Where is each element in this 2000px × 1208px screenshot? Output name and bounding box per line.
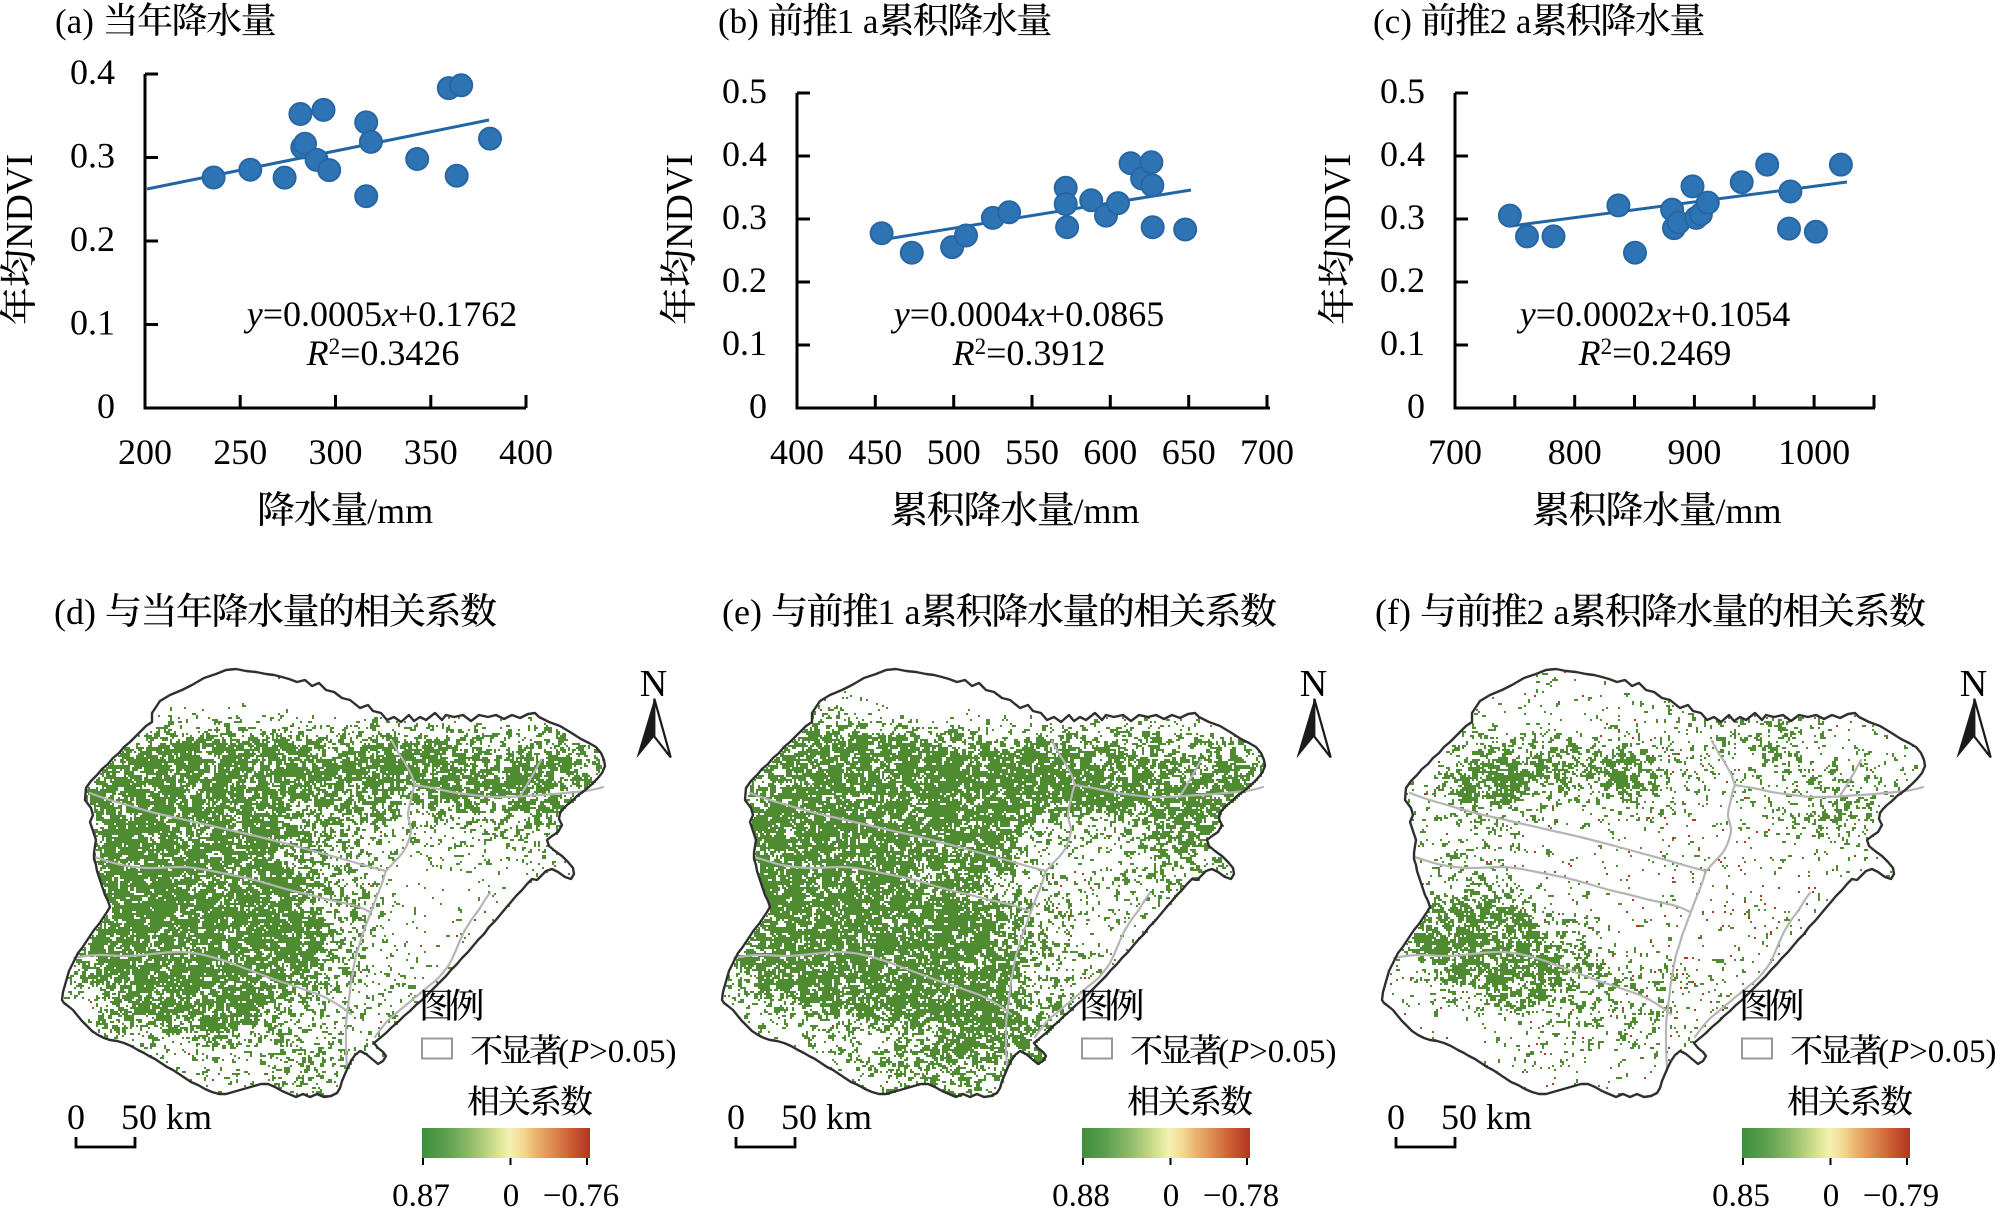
svg-text:50 km: 50 km [121,1097,212,1137]
svg-text:0: 0 [727,1097,745,1137]
svg-text:0: 0 [1387,1097,1405,1137]
svg-text:50 km: 50 km [1441,1097,1532,1137]
svg-text:800: 800 [1548,432,1602,472]
svg-text:0.88: 0.88 [1052,1178,1110,1208]
svg-text:(f): (f) [1375,592,1411,632]
svg-text:0.5: 0.5 [722,71,767,111]
svg-text:0: 0 [503,1178,520,1208]
svg-text:0.87: 0.87 [392,1178,450,1208]
svg-text:NDVI: NDVI [0,154,41,249]
svg-text:(a): (a) [55,2,94,41]
svg-text:0.3: 0.3 [70,136,115,176]
svg-text:550: 550 [1005,432,1059,472]
svg-text:−0.79: −0.79 [1863,1178,1939,1208]
svg-text:0.1: 0.1 [1380,323,1425,363]
svg-text:0: 0 [67,1097,85,1137]
svg-text:600: 600 [1083,432,1137,472]
svg-text:700: 700 [1428,432,1482,472]
svg-text:N: N [640,663,667,705]
svg-text:−0.76: −0.76 [543,1178,619,1208]
svg-text:2 a: 2 a [1490,2,1532,41]
svg-text:(P>0.05): (P>0.05) [558,1034,677,1070]
svg-text:0: 0 [1823,1178,1840,1208]
svg-text:2 a: 2 a [1527,592,1570,632]
svg-text:R2=0.3426: R2=0.3426 [306,333,460,373]
svg-text:250: 250 [213,432,267,472]
svg-text:(e): (e) [722,592,762,632]
svg-text:/mm: /mm [1716,491,1782,531]
svg-text:0.5: 0.5 [1380,71,1425,111]
svg-text:500: 500 [927,432,981,472]
svg-text:NDVI: NDVI [1317,154,1359,249]
svg-text:650: 650 [1162,432,1216,472]
svg-text:0: 0 [749,386,767,426]
svg-text:300: 300 [309,432,363,472]
svg-text:450: 450 [848,432,902,472]
svg-text:y=0.0002x+0.1054: y=0.0002x+0.1054 [1517,294,1791,334]
svg-text:400: 400 [770,432,824,472]
svg-text:0.2: 0.2 [70,219,115,259]
svg-text:N: N [1300,663,1327,705]
svg-text:0.2: 0.2 [722,260,767,300]
svg-text:0: 0 [1163,1178,1180,1208]
svg-text:0.2: 0.2 [1380,260,1425,300]
svg-text:R2=0.2469: R2=0.2469 [1578,333,1732,373]
svg-text:0.4: 0.4 [70,52,115,92]
svg-text:0.3: 0.3 [722,197,767,237]
svg-text:NDVI: NDVI [659,154,701,249]
svg-text:(d): (d) [54,592,96,632]
svg-text:700: 700 [1240,432,1294,472]
svg-text:50 km: 50 km [781,1097,872,1137]
svg-text:1 a: 1 a [837,2,879,41]
svg-text:200: 200 [118,432,172,472]
svg-text:0.4: 0.4 [1380,134,1425,174]
svg-text:1000: 1000 [1778,432,1850,472]
svg-text:0.4: 0.4 [722,134,767,174]
svg-text:0.1: 0.1 [722,323,767,363]
svg-text:(b): (b) [718,2,759,41]
svg-text:/mm: /mm [367,491,433,531]
svg-text:400: 400 [499,432,553,472]
svg-text:y=0.0004x+0.0865: y=0.0004x+0.0865 [891,294,1165,334]
svg-text:R2=0.3912: R2=0.3912 [952,333,1106,373]
svg-text:0.3: 0.3 [1380,197,1425,237]
svg-text:/mm: /mm [1074,491,1140,531]
svg-text:0: 0 [97,386,115,426]
svg-text:350: 350 [404,432,458,472]
svg-text:900: 900 [1667,432,1721,472]
svg-text:0.85: 0.85 [1712,1178,1770,1208]
svg-text:y=0.0005x+0.1762: y=0.0005x+0.1762 [244,294,518,334]
svg-text:−0.78: −0.78 [1203,1178,1279,1208]
svg-text:0: 0 [1407,386,1425,426]
svg-text:1 a: 1 a [878,592,921,632]
svg-text:(c): (c) [1373,2,1412,41]
svg-text:(P>0.05): (P>0.05) [1878,1034,1997,1070]
svg-text:N: N [1960,663,1987,705]
svg-text:0.1: 0.1 [70,303,115,343]
svg-text:(P>0.05): (P>0.05) [1218,1034,1337,1070]
